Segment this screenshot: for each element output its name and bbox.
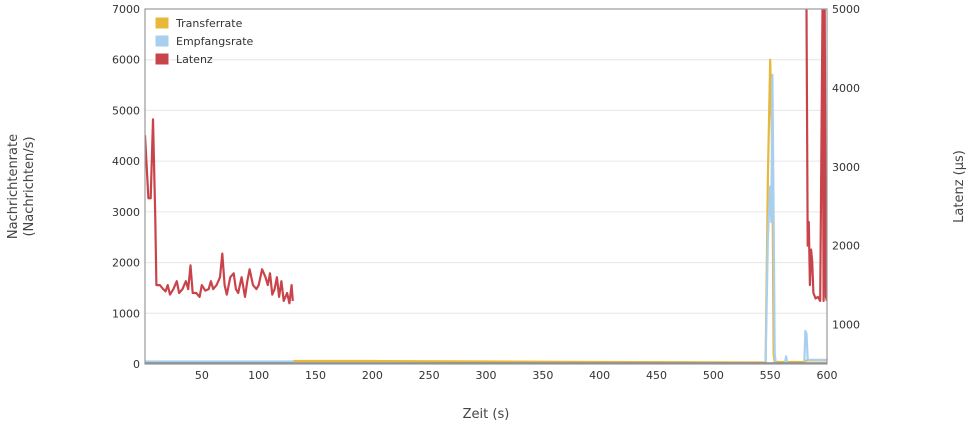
x-tick-label: 400 <box>589 369 610 382</box>
right-y-tick-label: 5000 <box>832 3 860 16</box>
legend-swatch-transferrate <box>154 16 170 30</box>
x-tick-label: 300 <box>476 369 497 382</box>
x-axis-title: Zeit (s) <box>463 407 510 422</box>
left-y-axis-title: Nachrichtenrate (Nachrichten/s) <box>6 134 37 239</box>
left-y-tick-label: 5000 <box>112 104 140 117</box>
legend-label-empfangsrate: Empfangsrate <box>176 35 254 48</box>
grid <box>145 8 827 314</box>
legend-swatch-empfangsrate <box>154 34 170 48</box>
series-line-transferrate <box>145 58 827 364</box>
x-tick-label: 350 <box>532 369 553 382</box>
legend-swatch-latenz <box>154 52 170 66</box>
right-y-tick-label: 2000 <box>832 240 860 253</box>
x-tick-label: 100 <box>248 369 269 382</box>
right-y-tick-label: 3000 <box>832 161 860 174</box>
left-y-tick-label: 4000 <box>112 155 140 168</box>
left-y-axis-title-line-2: (Nachrichten/s) <box>22 136 37 236</box>
x-tick-label: 250 <box>419 369 440 382</box>
left-y-tick-label: 0 <box>133 358 140 371</box>
left-y-tick-label: 7000 <box>112 3 140 16</box>
plot-frame <box>144 8 828 365</box>
x-tick-label: 450 <box>646 369 667 382</box>
left-y-tick-label: 2000 <box>112 257 140 270</box>
left-y-tick-label: 1000 <box>112 307 140 320</box>
right-y-axis-title: Latenz (µs) <box>952 150 967 223</box>
series-line-latenz-segment-1 <box>145 118 294 305</box>
right-y-tick-label: 4000 <box>832 82 860 95</box>
legend: Transferrate Empfangsrate Latenz <box>154 16 254 66</box>
x-tick-label: 50 <box>195 369 209 382</box>
legend-label-latenz: Latenz <box>176 53 213 66</box>
series-line-latenz-segment-2 <box>805 9 827 302</box>
series-layer <box>145 9 827 364</box>
left-y-axis-title-line-1: Nachrichtenrate <box>6 134 21 239</box>
tick-labels: 50 100 150 200 250 300 350 400 450 500 550 60001000… <box>112 3 860 382</box>
x-tick-label: 500 <box>703 369 724 382</box>
left-y-tick-label: 3000 <box>112 206 140 219</box>
x-tick-label: 600 <box>817 369 838 382</box>
series-line-empfangsrate <box>145 73 827 364</box>
x-tick-label: 200 <box>362 369 383 382</box>
left-y-tick-label: 6000 <box>112 54 140 67</box>
x-tick-label: 550 <box>760 369 781 382</box>
legend-label-transferrate: Transferrate <box>175 17 243 30</box>
right-y-tick-label: 1000 <box>832 319 860 332</box>
plot-area <box>145 9 827 364</box>
x-tick-label: 150 <box>305 369 326 382</box>
